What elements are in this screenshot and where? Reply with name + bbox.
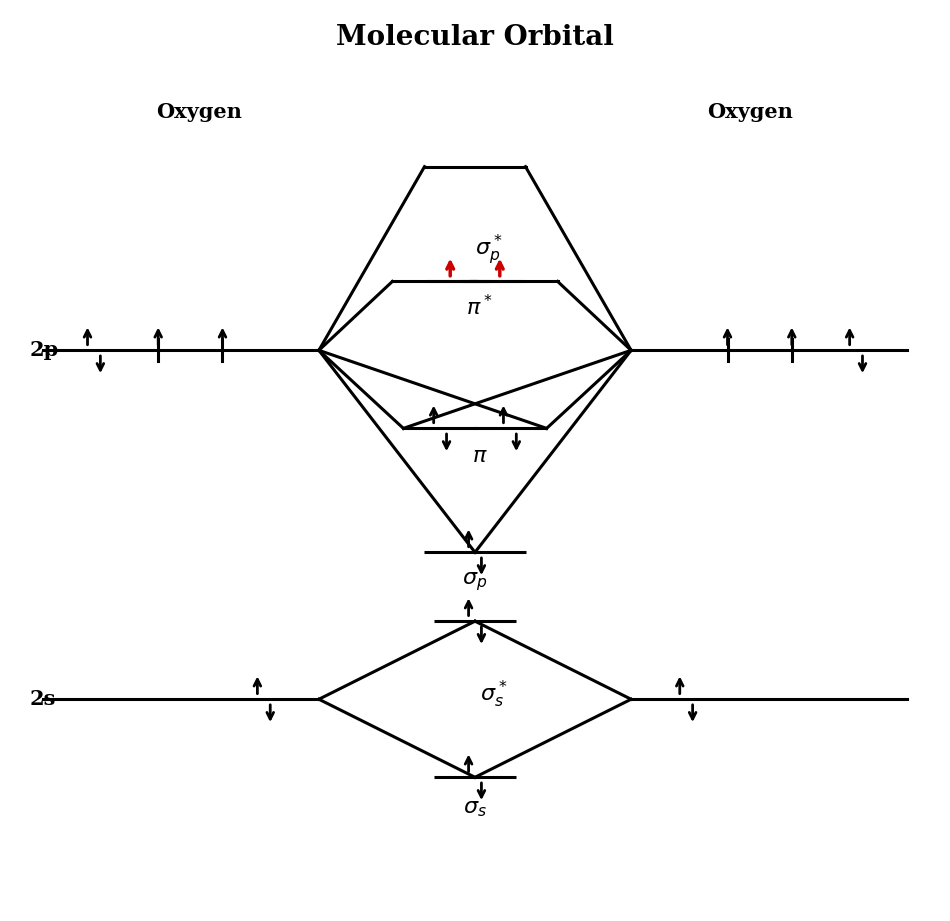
Text: Molecular Orbital: Molecular Orbital — [336, 24, 614, 52]
Text: $\sigma_p$: $\sigma_p$ — [463, 571, 487, 593]
Text: $\pi^*$: $\pi^*$ — [466, 296, 493, 321]
Text: $\pi$: $\pi$ — [472, 445, 487, 467]
Text: $\sigma_s^*$: $\sigma_s^*$ — [480, 679, 507, 710]
Text: Oxygen: Oxygen — [708, 101, 793, 122]
Text: 2s: 2s — [29, 689, 56, 709]
Text: 2p: 2p — [29, 341, 59, 360]
Text: $\sigma_p^*$: $\sigma_p^*$ — [475, 232, 503, 266]
Text: Oxygen: Oxygen — [157, 101, 242, 122]
Text: $\sigma_s$: $\sigma_s$ — [463, 798, 487, 820]
